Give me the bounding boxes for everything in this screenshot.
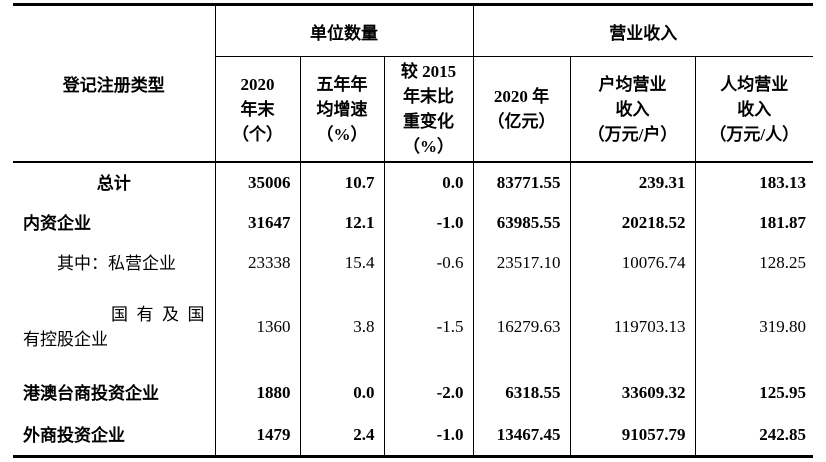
- cell-revenue-per-capita: 128.25: [694, 243, 814, 283]
- cell-revenue: 13467.45: [472, 415, 570, 457]
- cell-revenue-per-unit: 20218.52: [569, 203, 695, 243]
- cell-revenue-per-capita: 183.13: [694, 162, 814, 203]
- table-row-foreign-invested-enterprises: 外商投资企业 1479 2.4 -1.0 13467.45 91057.79 2…: [13, 415, 814, 457]
- table-row-state-owned-and-holding-enterprises: 国 有 及 国 有控股企业 1360 3.8 -1.5 16279.63 119…: [13, 283, 814, 371]
- cell-growth: 12.1: [299, 203, 384, 243]
- group-header-row: 登记注册类型 单位数量 营业收入: [13, 4, 814, 163]
- table-body: 总计 35006 10.7 0.0 83771.55 239.31 183.13…: [13, 162, 814, 457]
- cell-growth: 0.0: [299, 371, 384, 415]
- row-label: 内资企业: [13, 203, 216, 243]
- col-header-revenue-per-unit: 户均营业 收入 （万元/户）: [569, 56, 695, 163]
- cell-share-change: 0.0: [383, 162, 473, 203]
- cell-revenue: 6318.55: [472, 371, 570, 415]
- table-row-hk-macao-taiwan-invested-enterprises: 港澳台商投资企业 1880 0.0 -2.0 6318.55 33609.32 …: [13, 371, 814, 415]
- cell-revenue-per-unit: 91057.79: [569, 415, 695, 457]
- cell-count: 35006: [214, 162, 300, 203]
- corner-header-registration-type: 登记注册类型: [13, 4, 216, 163]
- table-row-private-enterprises: 其中：私营企业 23338 15.4 -0.6 23517.10 10076.7…: [13, 243, 814, 283]
- cell-revenue-per-capita: 125.95: [694, 371, 814, 415]
- cell-count: 1880: [214, 371, 300, 415]
- cell-revenue-per-unit: 10076.74: [569, 243, 695, 283]
- cell-revenue-per-capita: 319.80: [694, 283, 814, 371]
- cell-revenue: 63985.55: [472, 203, 570, 243]
- cell-revenue-per-capita: 181.87: [694, 203, 814, 243]
- sub-header-row: 2020 年末 （个） 五年年 均增速 （%） 较 2015 年末比 重变化 （…: [13, 56, 814, 163]
- cell-count: 1360: [214, 283, 300, 371]
- cell-growth: 2.4: [299, 415, 384, 457]
- cell-revenue-per-unit: 119703.13: [569, 283, 695, 371]
- cell-share-change: -1.0: [383, 415, 473, 457]
- cell-revenue: 83771.55: [472, 162, 570, 203]
- col-header-2020-yearend-count: 2020 年末 （个）: [214, 56, 300, 163]
- group-header-unit-count: 单位数量: [215, 4, 473, 57]
- row-label: 港澳台商投资企业: [13, 371, 216, 415]
- row-label: 外商投资企业: [13, 415, 216, 457]
- cell-revenue-per-capita: 242.85: [694, 415, 814, 457]
- col-header-share-change-vs-2015: 较 2015 年末比 重变化 （%）: [383, 56, 473, 163]
- cell-share-change: -0.6: [383, 243, 473, 283]
- cell-count: 31647: [214, 203, 300, 243]
- table-header: 登记注册类型 单位数量 营业收入 2020 年末 （个） 五年年 均增速 （%）…: [13, 4, 814, 163]
- row-label: 国 有 及 国 有控股企业: [13, 283, 216, 371]
- cell-growth: 3.8: [299, 283, 384, 371]
- cell-share-change: -2.0: [383, 371, 473, 415]
- cell-revenue-per-unit: 33609.32: [569, 371, 695, 415]
- col-header-revenue-per-capita: 人均营业 收入 （万元/人）: [694, 56, 814, 163]
- cell-growth: 15.4: [299, 243, 384, 283]
- cell-count: 1479: [214, 415, 300, 457]
- cell-count: 23338: [214, 243, 300, 283]
- table-row-domestic-enterprises: 内资企业 31647 12.1 -1.0 63985.55 20218.52 1…: [13, 203, 814, 243]
- cell-share-change: -1.0: [383, 203, 473, 243]
- cell-revenue: 23517.10: [472, 243, 570, 283]
- cell-growth: 10.7: [299, 162, 384, 203]
- table-row-total: 总计 35006 10.7 0.0 83771.55 239.31 183.13: [13, 162, 814, 203]
- col-header-5yr-avg-growth: 五年年 均增速 （%）: [299, 56, 384, 163]
- registration-type-statistics-table: 登记注册类型 单位数量 营业收入 2020 年末 （个） 五年年 均增速 （%）…: [13, 3, 814, 458]
- col-header-2020-revenue: 2020 年 （亿元）: [472, 56, 570, 163]
- group-header-operating-revenue: 营业收入: [472, 4, 814, 57]
- row-label: 总计: [13, 162, 216, 203]
- cell-share-change: -1.5: [383, 283, 473, 371]
- cell-revenue: 16279.63: [472, 283, 570, 371]
- cell-revenue-per-unit: 239.31: [569, 162, 695, 203]
- row-label: 其中：私营企业: [13, 243, 216, 283]
